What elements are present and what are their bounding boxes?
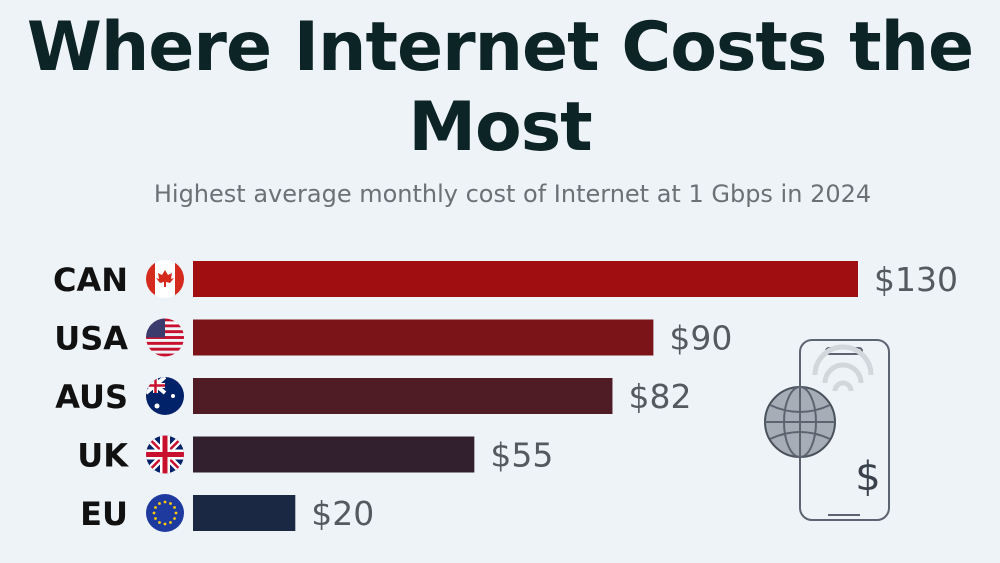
category-label: UK — [77, 437, 129, 475]
bar-row-uk: UK $55 — [77, 435, 553, 475]
value-label: $55 — [490, 436, 553, 475]
bar — [193, 436, 475, 473]
bar-row-eu: EU $20 — [80, 494, 374, 533]
eu-flag-icon — [146, 494, 184, 532]
category-label: USA — [54, 320, 128, 358]
uk-flag-icon — [146, 435, 184, 474]
canada-flag-icon — [146, 260, 184, 298]
value-label: $90 — [669, 319, 732, 358]
bar — [193, 495, 296, 531]
chart-title: Where Internet Costs the Most — [26, 8, 974, 167]
category-label: EU — [80, 495, 128, 533]
bar — [193, 261, 858, 297]
bar — [193, 319, 654, 356]
value-label: $20 — [311, 494, 374, 533]
category-label: CAN — [53, 261, 128, 299]
bar-row-aus: AUS $82 — [55, 377, 691, 416]
dollar-symbol: $ — [855, 454, 880, 500]
chart-subtitle: Highest average monthly cost of Internet… — [153, 180, 872, 208]
bar-row-can: CAN $130 — [53, 260, 958, 299]
value-label: $82 — [628, 377, 691, 416]
bar-row-usa: USA $90 — [54, 318, 732, 358]
value-label: $130 — [874, 260, 958, 299]
category-label: AUS — [55, 378, 128, 416]
bar — [193, 378, 613, 414]
usa-flag-icon — [146, 318, 184, 357]
phone-globe-wifi-dollar-icon: $ — [764, 339, 890, 521]
australia-flag-icon — [146, 377, 184, 415]
